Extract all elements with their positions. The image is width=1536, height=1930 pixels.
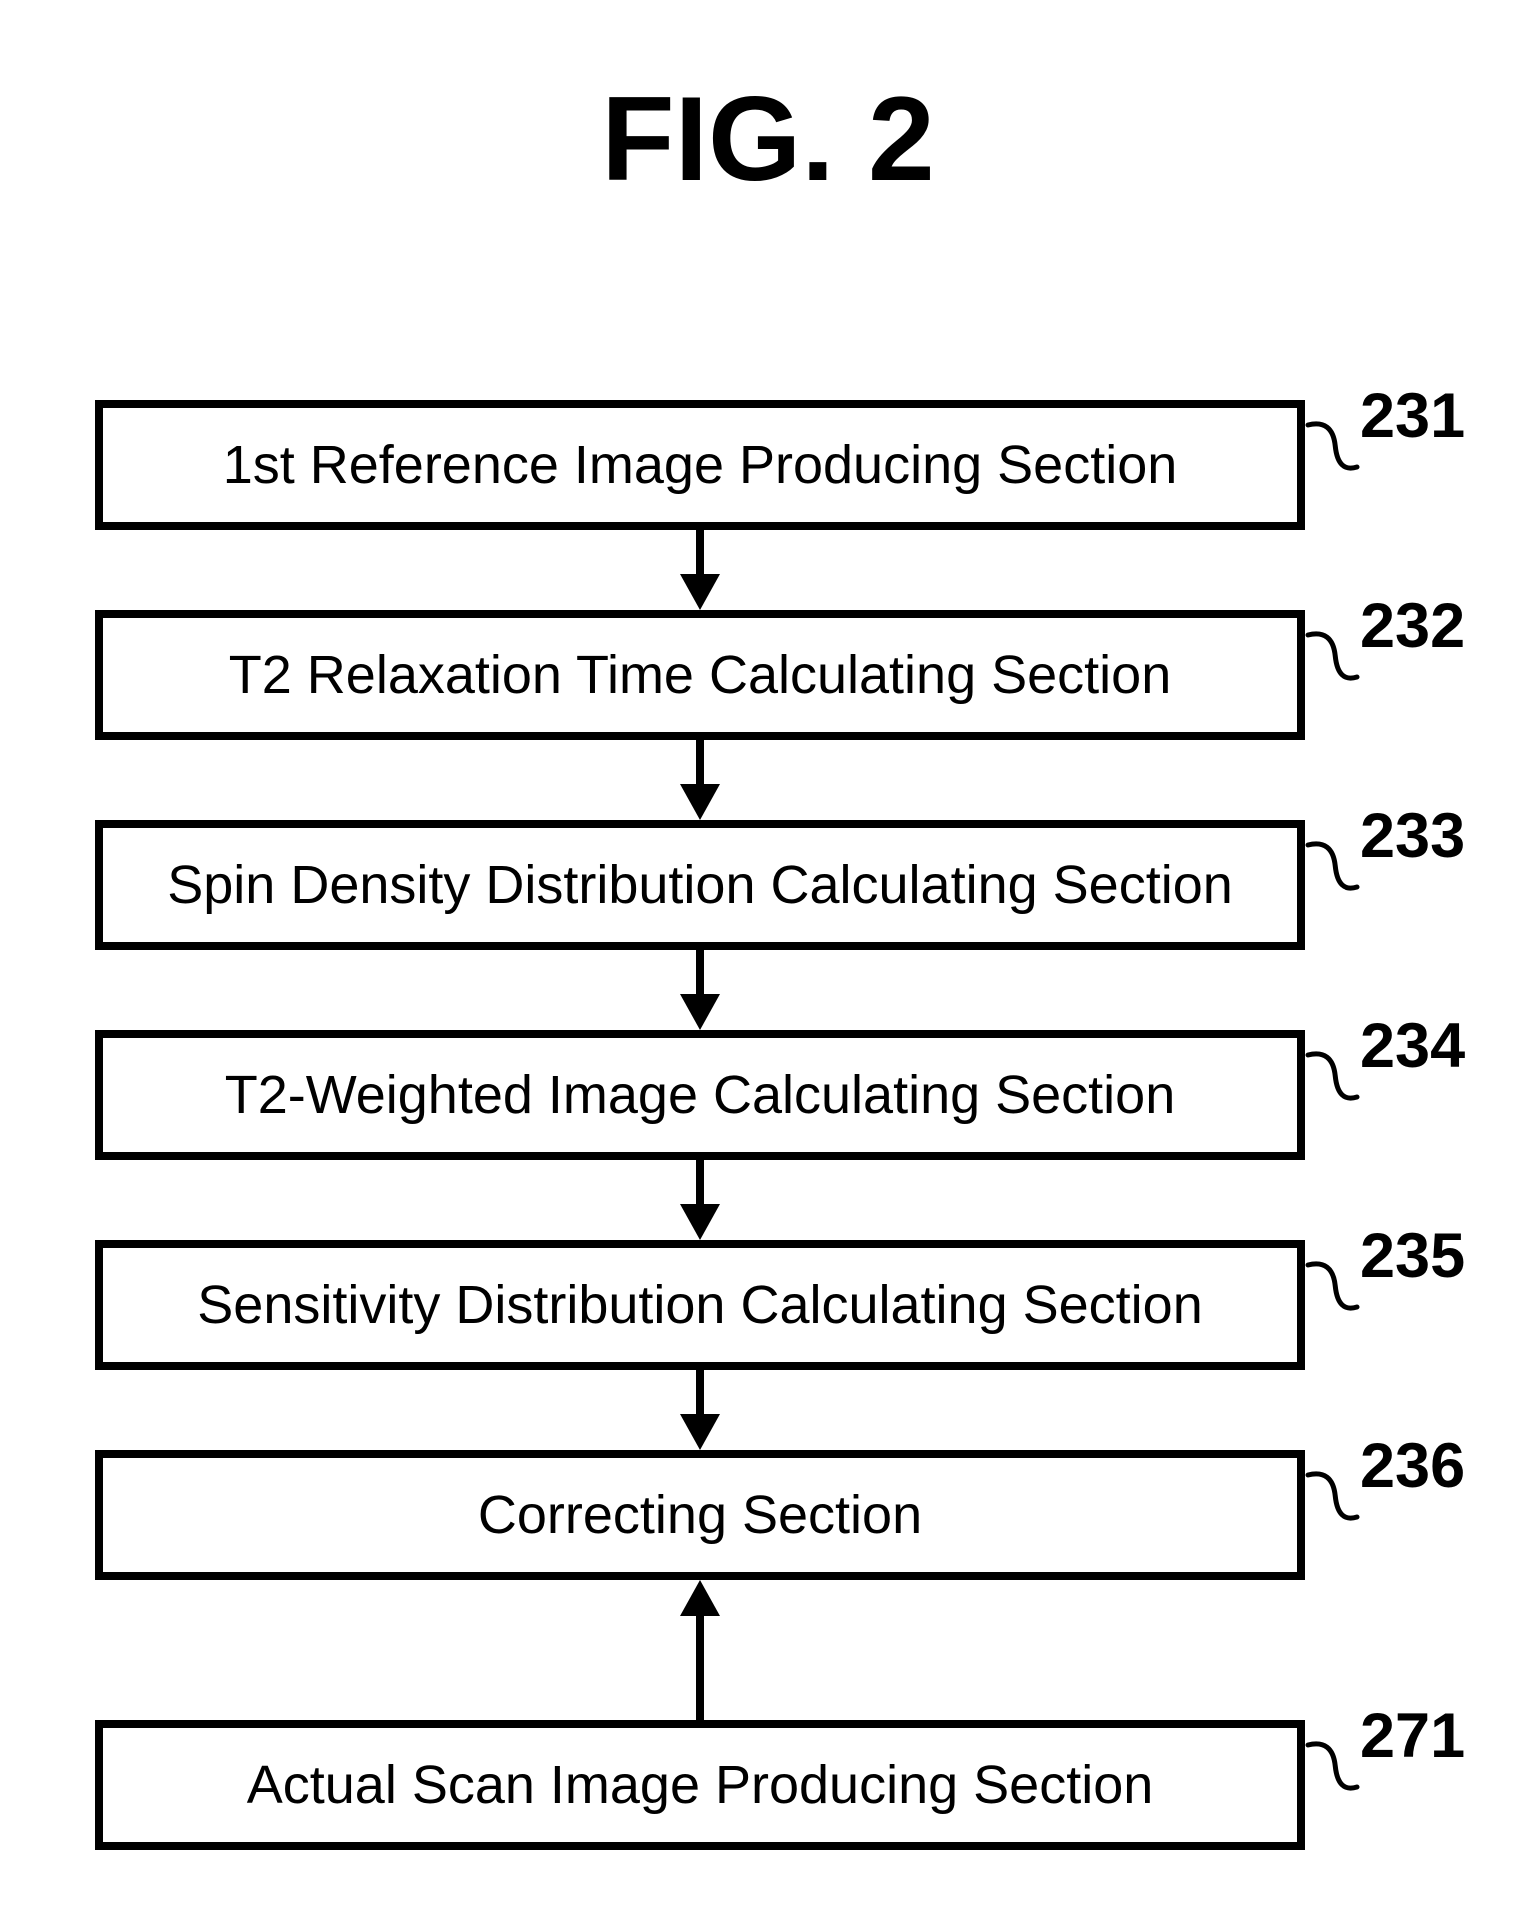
flow-node-label: Actual Scan Image Producing Section: [247, 1754, 1154, 1816]
ref-connector: [1305, 626, 1360, 686]
flow-node: Spin Density Distribution Calculating Se…: [95, 820, 1305, 950]
flow-arrow-head: [680, 1204, 720, 1240]
flow-node: Actual Scan Image Producing Section: [95, 1720, 1305, 1850]
flow-node-label: Sensitivity Distribution Calculating Sec…: [197, 1274, 1202, 1336]
ref-number-label: 235: [1360, 1220, 1465, 1292]
flow-arrow-head: [680, 994, 720, 1030]
flow-arrow-head: [680, 1414, 720, 1450]
ref-number-label: 231: [1360, 380, 1465, 452]
flow-arrow-shaft: [696, 530, 704, 574]
flow-node-label: T2-Weighted Image Calculating Section: [225, 1064, 1176, 1126]
flow-node: 1st Reference Image Producing Section: [95, 400, 1305, 530]
ref-number-label: 233: [1360, 800, 1465, 872]
flow-arrow-shaft: [696, 950, 704, 994]
figure-page: FIG. 2 1st Reference Image Producing Sec…: [0, 0, 1536, 1930]
flow-node: T2-Weighted Image Calculating Section: [95, 1030, 1305, 1160]
ref-number-label: 236: [1360, 1430, 1465, 1502]
flow-arrow-shaft: [696, 1616, 704, 1720]
ref-connector: [1305, 1046, 1360, 1106]
flow-arrow-head: [680, 784, 720, 820]
ref-number-label: 271: [1360, 1700, 1465, 1772]
flow-node-label: Correcting Section: [478, 1484, 922, 1546]
ref-connector: [1305, 836, 1360, 896]
flow-arrow-head: [680, 1580, 720, 1616]
flow-arrow-shaft: [696, 740, 704, 784]
ref-connector: [1305, 1736, 1360, 1796]
ref-number-label: 232: [1360, 590, 1465, 662]
flow-arrow-shaft: [696, 1370, 704, 1414]
flow-arrow-shaft: [696, 1160, 704, 1204]
ref-connector: [1305, 1466, 1360, 1526]
ref-number-label: 234: [1360, 1010, 1465, 1082]
ref-connector: [1305, 1256, 1360, 1316]
ref-connector: [1305, 416, 1360, 476]
flow-node: Correcting Section: [95, 1450, 1305, 1580]
flow-node: Sensitivity Distribution Calculating Sec…: [95, 1240, 1305, 1370]
flow-arrow-head: [680, 574, 720, 610]
figure-title: FIG. 2: [0, 70, 1536, 208]
flow-node-label: T2 Relaxation Time Calculating Section: [229, 644, 1171, 706]
flow-node-label: 1st Reference Image Producing Section: [223, 434, 1178, 496]
flow-node: T2 Relaxation Time Calculating Section: [95, 610, 1305, 740]
flow-node-label: Spin Density Distribution Calculating Se…: [167, 854, 1233, 916]
